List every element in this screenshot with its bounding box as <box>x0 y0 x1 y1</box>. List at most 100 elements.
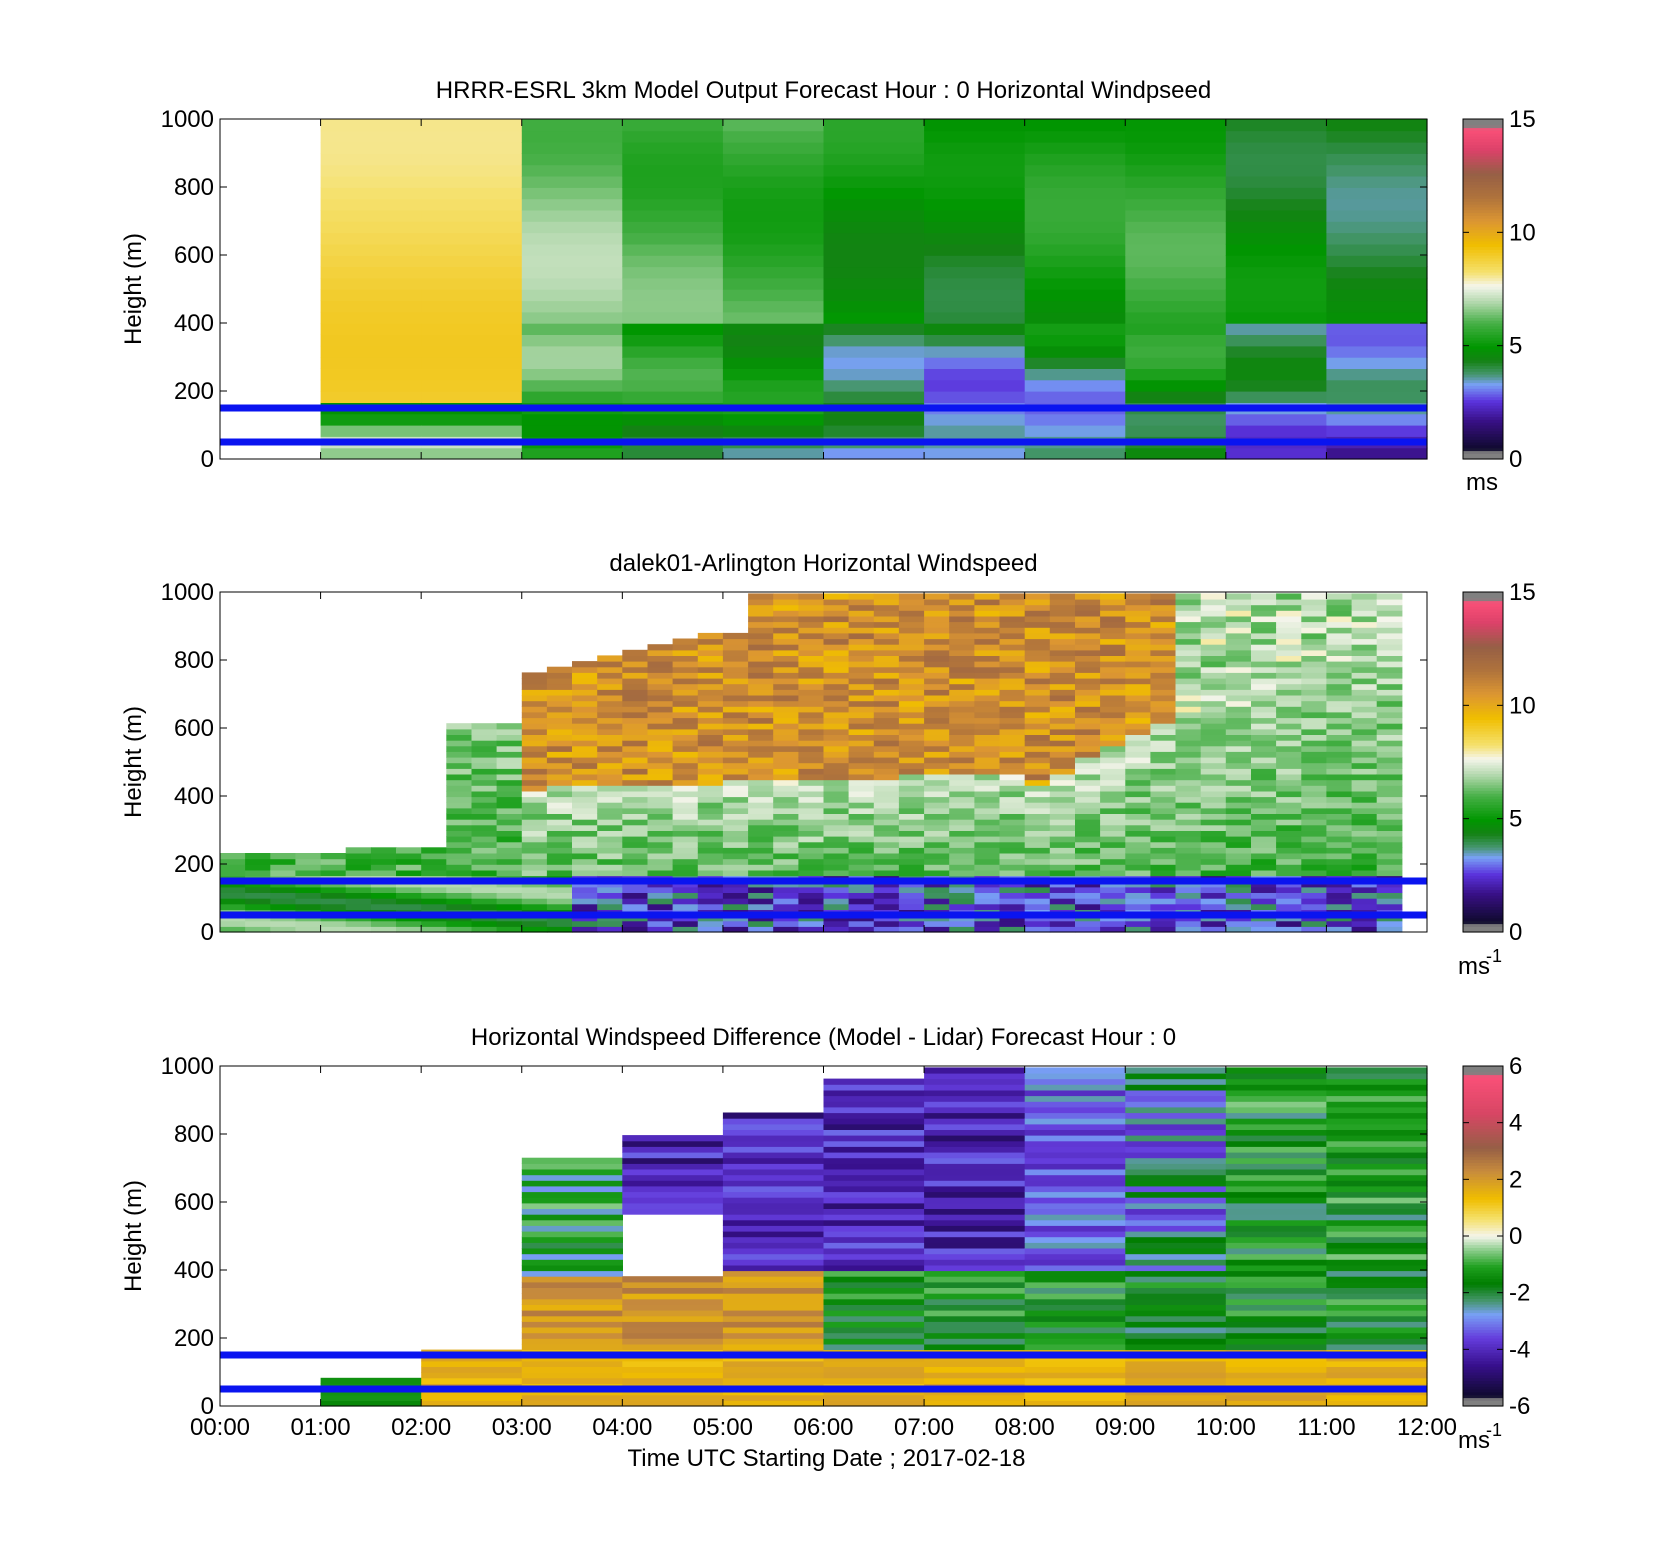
heatmap-cell <box>1225 864 1252 871</box>
heatmap-cell <box>446 841 472 848</box>
heatmap-cell <box>521 711 548 719</box>
heatmap-cell <box>949 785 975 792</box>
heatmap-cell <box>1326 153 1428 166</box>
heatmap-cell <box>999 740 1026 747</box>
heatmap-cell <box>1301 683 1327 690</box>
heatmap-cell <box>572 672 598 679</box>
heatmap-cell <box>823 1106 925 1114</box>
heatmap-cell <box>1200 830 1227 837</box>
heatmap-cell <box>974 830 1001 837</box>
heatmap-cell <box>1024 1197 1126 1204</box>
heatmap-cell <box>1251 751 1277 758</box>
heatmap-cell <box>773 830 799 837</box>
heatmap-cell <box>1251 813 1277 820</box>
heatmap-cell <box>974 796 1001 803</box>
heatmap-cell <box>1225 847 1252 854</box>
heatmap-cell <box>1049 678 1076 685</box>
heatmap-cell <box>546 706 573 713</box>
heatmap-cell <box>546 790 573 798</box>
heatmap-cell <box>471 813 498 820</box>
heatmap-cell <box>521 819 548 826</box>
heatmap-cell <box>697 723 724 730</box>
heatmap-cell <box>1175 740 1202 747</box>
heatmap-cell <box>672 638 699 645</box>
heatmap-cell <box>1326 1338 1428 1345</box>
heatmap-cell <box>622 379 724 392</box>
heatmap-cell <box>823 1400 925 1407</box>
heatmap-cell <box>1200 734 1227 741</box>
heatmap-cell <box>974 706 1001 713</box>
colorbar-swatch <box>1463 1185 1503 1189</box>
heatmap-cell <box>949 824 975 831</box>
heatmap-cell <box>1075 802 1101 809</box>
heatmap-cell <box>421 1360 523 1367</box>
colorbar-tick-label: 0 <box>1509 446 1522 473</box>
heatmap-cell <box>546 762 573 769</box>
heatmap-cell <box>1276 920 1302 927</box>
heatmap-cell <box>1351 627 1378 634</box>
heatmap-cell <box>320 886 347 893</box>
heatmap-cell <box>873 745 900 752</box>
heatmap-cell <box>924 266 1026 279</box>
heatmap-cell <box>1351 836 1378 843</box>
heatmap-cell <box>722 706 749 713</box>
heatmap-cell <box>1125 1281 1227 1288</box>
colorbar-swatch <box>1463 779 1503 783</box>
heatmap-cell <box>949 678 975 685</box>
heatmap-cell <box>471 847 498 854</box>
heatmap-cell <box>471 836 498 843</box>
heatmap-cell <box>672 819 699 826</box>
heatmap-cell <box>1376 655 1403 662</box>
heatmap-cell <box>597 898 623 905</box>
heatmap-cell <box>924 119 1026 132</box>
colorbar-swatch <box>1463 243 1503 248</box>
heatmap-cell <box>1351 841 1378 848</box>
colorbar-swatch <box>1463 827 1503 831</box>
heatmap-cell <box>1225 1106 1327 1114</box>
heatmap-cell <box>647 790 674 798</box>
heatmap-cell <box>1276 830 1302 837</box>
heatmap-cell <box>773 813 799 820</box>
heatmap-cell <box>1125 1304 1227 1311</box>
heatmap-cell <box>1251 757 1277 764</box>
heatmap-cell <box>1049 740 1076 747</box>
heatmap-cell <box>1150 706 1177 713</box>
colorbar-swatch <box>1463 830 1503 834</box>
heatmap-cell <box>295 898 322 905</box>
heatmap-cell <box>1125 864 1151 871</box>
heatmap-cell <box>1024 243 1126 256</box>
heatmap-cell <box>270 858 296 865</box>
heatmap-cell <box>521 1293 623 1300</box>
heatmap-cell <box>446 886 472 893</box>
heatmap-cell <box>1276 723 1302 730</box>
heatmap-cell <box>672 678 699 685</box>
heatmap-cell <box>345 892 372 899</box>
heatmap-cell <box>697 886 724 893</box>
heatmap-cell <box>722 1298 825 1305</box>
x-tick-label: 07:00 <box>894 1414 954 1441</box>
heatmap-cell <box>446 819 472 826</box>
heatmap-cell <box>471 734 498 741</box>
colorbar-swatch <box>1463 1304 1503 1308</box>
heatmap-cell <box>1326 1106 1428 1114</box>
heatmap-cell <box>622 841 648 848</box>
heatmap-cell <box>823 1253 925 1260</box>
heatmap-cell <box>823 1310 925 1317</box>
heatmap-cell <box>672 926 699 933</box>
heatmap-cell <box>572 847 598 854</box>
heatmap-cell <box>672 869 699 877</box>
heatmap-cell <box>1301 774 1327 781</box>
heatmap-cell <box>722 1304 825 1311</box>
heatmap-cell <box>924 779 950 786</box>
heatmap-cell <box>974 728 1001 735</box>
heatmap-cell <box>823 683 850 690</box>
heatmap-cell <box>1175 841 1202 848</box>
heatmap-cell <box>471 751 498 758</box>
heatmap-cell <box>622 695 648 702</box>
heatmap-cell <box>823 176 925 188</box>
heatmap-cell <box>446 869 472 877</box>
heatmap-cell <box>1225 711 1252 719</box>
heatmap-cell <box>1326 119 1428 132</box>
heatmap-cell <box>873 711 900 719</box>
heatmap-cell <box>421 864 447 871</box>
